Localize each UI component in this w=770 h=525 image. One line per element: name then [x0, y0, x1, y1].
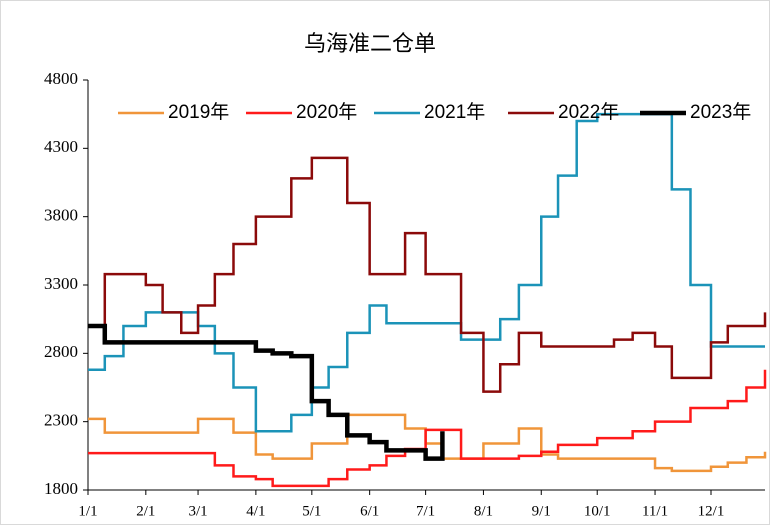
series-line [88, 323, 445, 461]
y-tick-label: 4300 [44, 137, 78, 156]
x-tick-label: 1/1 [78, 503, 97, 519]
y-tick-label: 1800 [44, 479, 78, 498]
y-tick-label: 2300 [44, 411, 78, 430]
legend-label: 2021年 [424, 101, 485, 123]
x-tick-label: 6/1 [360, 503, 379, 519]
legend-label: 2019年 [168, 101, 229, 123]
series-line [88, 369, 767, 488]
chart-title: 乌海准二仓单 [304, 32, 436, 57]
x-tick-label: 11/1 [642, 503, 668, 519]
legend-label: 2023年 [690, 101, 751, 123]
x-tick-label: 9/1 [532, 503, 551, 519]
x-tick-label: 3/1 [188, 503, 207, 519]
x-tick-label: 12/1 [698, 503, 725, 519]
legend-label: 2022年 [558, 101, 619, 123]
x-tick-label: 10/1 [584, 503, 611, 519]
legend-label: 2020年 [296, 101, 357, 123]
x-tick-label: 2/1 [136, 503, 155, 519]
x-tick-label: 4/1 [246, 503, 265, 519]
y-tick-label: 3800 [44, 206, 78, 225]
y-tick-label: 3300 [44, 274, 78, 293]
x-tick-label: 5/1 [302, 503, 321, 519]
x-tick-label: 8/1 [474, 503, 493, 519]
series-line [88, 156, 767, 393]
y-tick-label: 2800 [44, 342, 78, 361]
x-tick-label: 7/1 [416, 503, 435, 519]
y-tick-label: 4800 [44, 69, 78, 88]
